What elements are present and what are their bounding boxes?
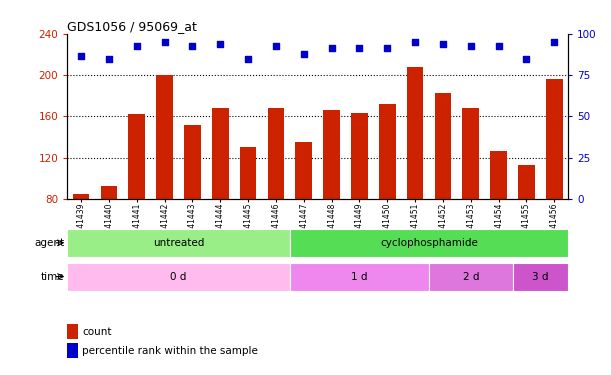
Point — [159, 39, 169, 45]
Point — [410, 39, 420, 45]
Text: count: count — [82, 327, 112, 337]
Point — [382, 45, 392, 51]
Bar — [518, 165, 535, 281]
Point — [243, 56, 253, 62]
Text: 1 d: 1 d — [351, 272, 368, 282]
Bar — [379, 104, 396, 281]
Bar — [290, 229, 568, 257]
Point — [354, 45, 364, 51]
Bar — [268, 108, 284, 281]
Bar — [101, 186, 117, 281]
Text: cyclophosphamide: cyclophosphamide — [380, 238, 478, 248]
Point — [132, 43, 142, 49]
Point — [466, 43, 476, 49]
Text: 2 d: 2 d — [463, 272, 479, 282]
Bar — [156, 75, 173, 281]
Bar — [184, 124, 201, 281]
Text: 3 d: 3 d — [532, 272, 549, 282]
Bar — [73, 194, 89, 281]
Point — [549, 39, 559, 45]
Bar — [67, 262, 290, 291]
Bar — [67, 229, 290, 257]
Bar — [407, 67, 423, 281]
Text: GDS1056 / 95069_at: GDS1056 / 95069_at — [67, 20, 197, 33]
Point — [522, 56, 532, 62]
Point — [327, 45, 337, 51]
Point — [299, 51, 309, 57]
Point — [216, 41, 225, 47]
Bar — [463, 108, 479, 281]
Bar — [240, 147, 257, 281]
Point — [271, 43, 281, 49]
Bar — [434, 93, 452, 281]
Bar — [429, 262, 513, 291]
Bar — [212, 108, 229, 281]
Bar — [128, 114, 145, 281]
Point — [104, 56, 114, 62]
Bar — [546, 79, 563, 281]
Point — [76, 54, 86, 60]
Bar — [323, 110, 340, 281]
Bar — [513, 262, 568, 291]
Point — [188, 43, 197, 49]
Bar — [296, 142, 312, 281]
Text: agent: agent — [34, 238, 64, 248]
Bar — [351, 113, 368, 281]
Text: percentile rank within the sample: percentile rank within the sample — [82, 346, 258, 355]
Text: time: time — [40, 272, 64, 282]
Bar — [290, 262, 429, 291]
Point — [494, 43, 503, 49]
Text: untreated: untreated — [153, 238, 204, 248]
Point — [438, 41, 448, 47]
Bar — [490, 151, 507, 281]
Text: 0 d: 0 d — [170, 272, 187, 282]
